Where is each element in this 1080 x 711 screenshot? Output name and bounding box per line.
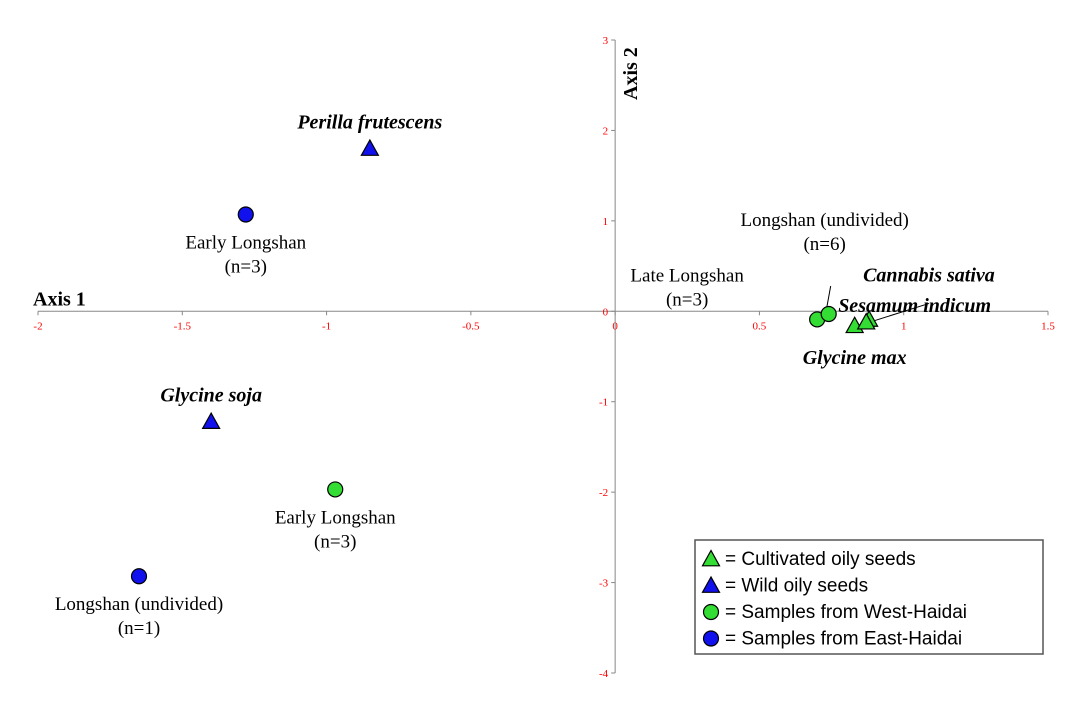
point-label: Sesamum indicum [838, 295, 991, 317]
point-label: Longshan (undivided) [55, 594, 223, 615]
x-tick-label: 0 [612, 320, 618, 332]
y-tick-label: 2 [603, 125, 609, 137]
y-tick-label: 1 [603, 216, 609, 228]
data-point-circle [820, 305, 837, 323]
x-tick-label: 1.5 [1041, 320, 1055, 332]
y-tick-label: 3 [603, 35, 609, 47]
x-tick-label: 1 [901, 320, 907, 332]
point-label: (n=6) [803, 234, 845, 255]
data-labels: Perilla frutescens Glycine soja Glycine ma… [55, 112, 995, 640]
point-label: (n=3) [314, 531, 356, 552]
leader-line [871, 302, 930, 322]
x-tick-label: -2 [33, 320, 42, 332]
legend-label: = Samples from East-Haidai [725, 629, 962, 650]
x-axis-title: Axis 1 [33, 288, 86, 310]
point-label: Late Longshan [630, 265, 744, 286]
y-ticks: 3 2 1 0 -1 -2 -3 -4 [599, 35, 616, 680]
legend-items: = Cultivated oily seeds = Wild oily seeds… [701, 549, 967, 650]
leader-line [826, 285, 832, 309]
point-label: Glycine soja [160, 385, 262, 407]
axes: -2 -1.5 -1 -0.5 0 0.5 1 1.5 3 2 1 0 -1 -2 -3 -4 Axis 1… [33, 35, 1055, 680]
x-tick-label: -1.5 [174, 320, 192, 332]
legend-marker [702, 630, 720, 647]
point-label: (n=3) [225, 257, 267, 278]
y-tick-label: -2 [599, 487, 608, 499]
point-label: Cannabis sativa [863, 264, 995, 286]
y-axis-title: Axis 2 [620, 47, 642, 100]
point-label: Glycine max [803, 347, 907, 369]
y-tick-label: -1 [599, 397, 608, 409]
x-tick-label: 0.5 [753, 320, 767, 332]
x-tick-label: -0.5 [462, 320, 480, 332]
data-point-triangle [201, 411, 221, 430]
point-label: Perilla frutescens [296, 112, 442, 134]
legend-marker [701, 575, 721, 593]
label-connectors [826, 285, 930, 322]
data-point-circle [130, 568, 148, 585]
data-point-circle [327, 481, 344, 498]
legend-label: = Cultivated oily seeds [725, 549, 916, 570]
legend-marker [701, 549, 721, 567]
y-tick-label: 0 [603, 306, 609, 318]
data-markers [130, 138, 879, 585]
point-label: Early Longshan [275, 507, 396, 528]
legend: = Cultivated oily seeds = Wild oily seeds… [694, 539, 1044, 655]
legend-marker [702, 603, 720, 621]
legend-box [694, 539, 1044, 655]
data-point-triangle [360, 138, 380, 156]
y-tick-label: -4 [599, 668, 609, 680]
point-label: Early Longshan [185, 233, 306, 254]
x-tick-label: -1 [322, 320, 331, 332]
point-label: (n=1) [118, 618, 160, 639]
data-point-triangle [856, 312, 876, 330]
legend-label: = Wild oily seeds [725, 576, 868, 597]
point-label: Longshan (undivided) [741, 210, 909, 231]
y-tick-label: -3 [599, 578, 609, 590]
legend-label: = Samples from West-Haidai [725, 602, 967, 623]
data-point-circle [237, 206, 254, 223]
x-ticks: -2 -1.5 -1 -0.5 0 0.5 1 1.5 [33, 311, 1055, 332]
point-label: (n=3) [666, 289, 708, 310]
